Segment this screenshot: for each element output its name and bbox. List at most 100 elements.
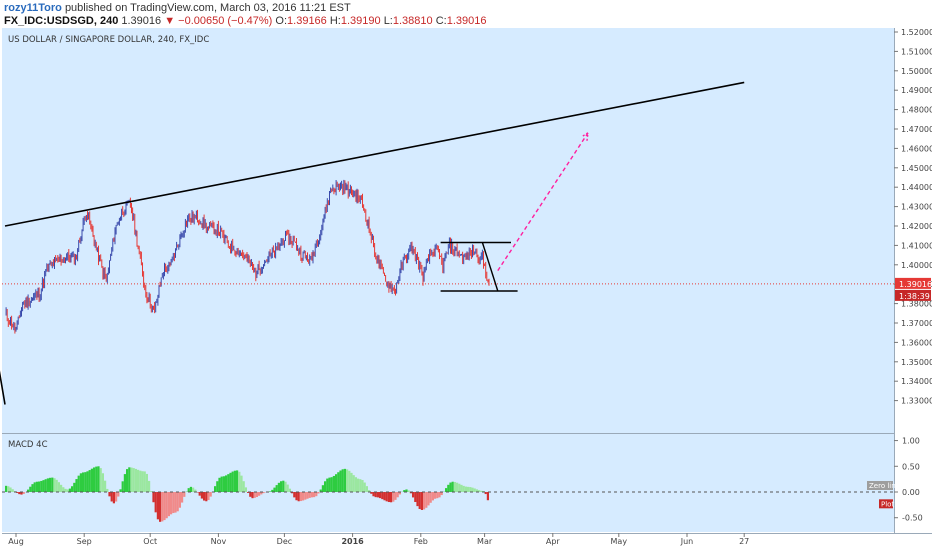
macd-bar [335,474,338,492]
price-badge-text: 1.39016 [899,280,932,289]
high-label: H: [329,15,341,27]
author-link[interactable]: rozy11Toro [4,2,62,14]
macd-bar [90,468,93,492]
macd-bar [277,482,280,492]
macd-bar [365,486,368,492]
macd-bar [154,492,157,513]
countdown-badge-text: 1:38:39 [899,292,930,301]
macd-bar [53,478,56,492]
macd-axis: 1.00 0.50 0.00 -0.50 Zero line Plot [867,437,923,523]
macd-bar [231,471,234,492]
macd-bar [181,492,184,503]
macd-bar [161,492,164,522]
macd-bar [9,487,12,492]
macd-bar [348,470,351,492]
macd-bar [238,471,241,492]
price-series [5,179,490,334]
x-tick-label: Aug [8,537,24,546]
macd-bar [249,492,252,497]
chart-title: US DOLLAR / SINGAPORE DOLLAR, 240, FX_ID… [8,35,209,45]
macd-bar [332,475,335,492]
low-value: 1.38810 [392,15,433,27]
y-tick-label: 1.47000 [901,125,932,134]
price-badge [895,277,931,289]
macd-bar [68,488,71,492]
macd-bar [321,485,324,492]
macd-bar [370,492,373,494]
macd-bar [438,492,441,498]
down-arrow-icon: ▼ [164,15,176,27]
y-tick-label: 1.52000 [901,28,932,37]
upper-trendline [4,81,745,227]
macd-bar [82,472,85,492]
x-tick-label: Dec [277,537,292,546]
macd-bar [297,492,300,502]
macd-bar [200,492,203,499]
macd-bar [60,484,63,492]
macd-bar [236,470,239,492]
macd-bar [458,483,461,492]
macd-bar [328,477,331,492]
macd-bar [374,492,377,498]
macd-bar [112,492,115,504]
x-tick-label: Mar [477,537,493,546]
macd-histogram [2,466,894,522]
macd-bar [38,481,41,492]
macd-bar [145,473,148,492]
y-tick-label: 1.40000 [901,261,932,270]
macd-bar [357,478,360,492]
last-price: 1.39016 [121,15,162,27]
macd-bar [385,492,388,502]
macd-bar [104,480,107,492]
x-tick-label: Oct [143,537,157,546]
y-tick-label: 1.43000 [901,203,932,212]
macd-bar [405,489,408,492]
macd-bar [482,490,485,492]
x-tick-label: 27 [739,537,749,546]
macd-bar [7,486,10,492]
macd-bar [293,492,296,498]
macd-bar [194,489,197,492]
macd-bar [62,487,65,492]
macd-bar [464,486,467,492]
macd-bar [35,481,38,492]
x-tick-label: Feb [414,537,428,546]
macd-bar [271,489,274,492]
macd-bar [486,492,489,501]
macd-bar [137,469,140,492]
macd-bar [18,492,21,495]
macd-bar [156,492,159,520]
macd-bar [73,482,76,492]
macd-bar [198,492,201,496]
macd-bar [95,466,98,492]
macd-bar [275,485,278,492]
macd-bar [363,482,366,492]
macd-bar [361,480,364,492]
macd-bar [183,492,186,497]
plot-badge-text: Plot [881,500,894,508]
macd-bar [29,486,32,492]
macd-bar [326,478,329,492]
macd-bar [346,469,349,492]
macd-bar [436,492,439,499]
macd-bar [99,468,102,492]
macd-bar [350,472,353,492]
macd-bar [315,492,318,497]
macd-bar [225,475,228,492]
macd-bar [132,468,135,492]
macd-bar [449,482,452,492]
macd-bar [469,487,472,492]
macd-bar [170,492,173,515]
macd-bar [51,477,54,492]
macd-bar [324,481,327,492]
plot-badge [879,499,893,509]
countdown-badge [895,289,931,301]
macd-bar [242,481,245,492]
macd-bar [407,490,410,492]
y-tick-label: 1.46000 [901,144,932,153]
macd-bar [165,492,168,519]
macd-bar [64,488,67,492]
macd-bar [253,492,256,498]
macd-bar [141,471,144,492]
